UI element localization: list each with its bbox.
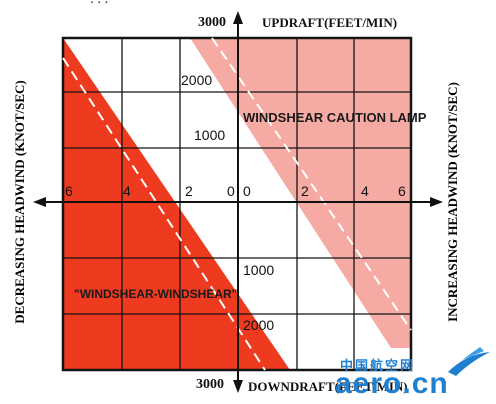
left-tick-6: 6 [65,183,73,199]
updraft-label: UPDRAFT(FEET/MIN) [262,15,398,30]
right-arrow-icon [430,197,443,207]
downdraft-label: DOWNDRAFT(FEET/MIN) [248,379,408,394]
warning-region [63,38,290,370]
right-tick-6: 6 [398,183,406,199]
watermark-aero-logo: aero.cn [335,367,449,400]
downdraft-tick-2000: 2000 [243,317,275,333]
watermark-cn-text: 中国航空网 [340,358,416,373]
left-tick-2: 2 [185,183,193,199]
updraft-tick-1000: 1000 [194,127,226,143]
axes [44,22,432,382]
bottom-axis-value: 3000 [196,377,224,392]
left-arrow-icon [33,197,46,207]
caution-region [190,38,411,348]
downdraft-tick-1000: 1000 [243,262,275,278]
right-tick-4: 4 [361,183,369,199]
warning-dashed-line [62,57,266,371]
windshear-warning-label: "WINDSHEAR-WINDSHEAR" [74,287,238,301]
decreasing-headwind-label: DECREASING HEADWIND (KNOT/SEC) [12,80,27,324]
right-tick-0: 0 [243,183,251,199]
updraft-tick-2000: 2000 [181,72,213,88]
aero-logo-plane-icon [448,347,490,376]
up-arrow-icon [233,11,243,24]
right-tick-2: 2 [301,183,309,199]
top-clipped-text: ... [90,0,112,7]
top-axis-value: 3000 [198,15,226,30]
windshear-caution-lamp-label: WINDSHEAR CAUTION LAMP [243,110,427,125]
left-tick-0: 0 [227,183,235,199]
increasing-headwind-label: INCREASING HEADWIND (KNOT/SEC) [445,82,460,322]
caution-dashed-line [211,37,412,331]
down-arrow-icon [233,380,243,393]
left-tick-4: 4 [123,183,131,199]
